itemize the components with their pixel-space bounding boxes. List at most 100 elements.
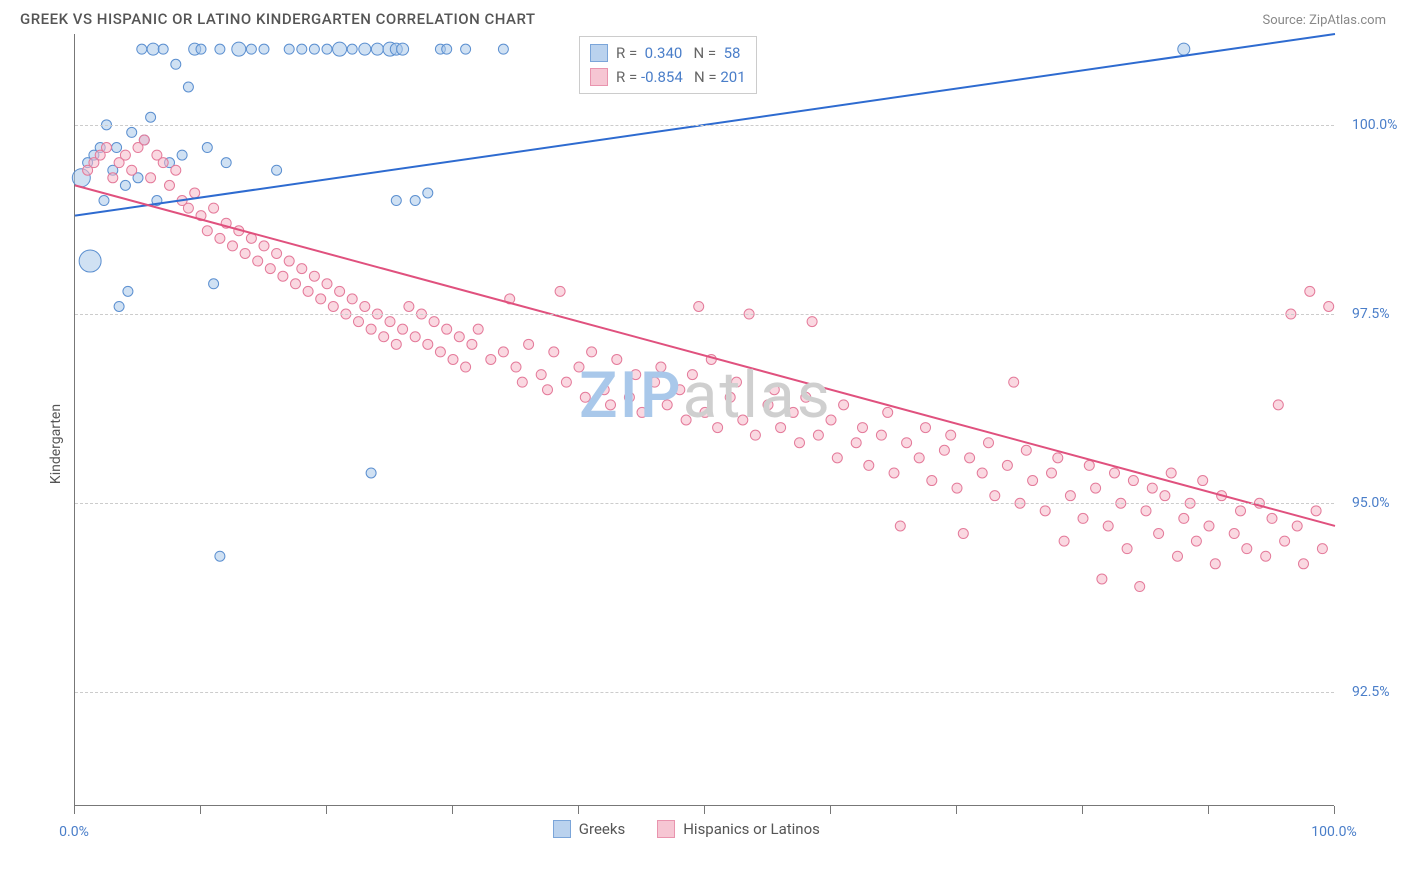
- data-point: [322, 44, 332, 54]
- data-point: [423, 339, 433, 349]
- data-point: [379, 332, 389, 342]
- data-point: [404, 301, 414, 311]
- y-axis-label: Kindergarten: [48, 404, 64, 484]
- data-point: [637, 407, 647, 417]
- data-point: [858, 423, 868, 433]
- data-point: [1091, 483, 1101, 493]
- data-point: [1317, 544, 1327, 554]
- scatter-layer: [75, 34, 1335, 806]
- data-point: [253, 256, 263, 266]
- data-point: [1028, 476, 1038, 486]
- data-point: [1166, 468, 1176, 478]
- x-tick-label: 0.0%: [59, 824, 89, 840]
- data-point: [391, 339, 401, 349]
- data-point: [650, 377, 660, 387]
- data-point: [1178, 43, 1190, 55]
- data-point: [454, 332, 464, 342]
- data-point: [738, 415, 748, 425]
- data-point: [801, 392, 811, 402]
- source-label: Source: ZipAtlas.com: [1262, 13, 1386, 28]
- data-point: [347, 44, 357, 54]
- data-point: [127, 165, 137, 175]
- data-point: [763, 400, 773, 410]
- data-point: [297, 44, 307, 54]
- data-point: [158, 158, 168, 168]
- data-point: [675, 385, 685, 395]
- data-point: [228, 241, 238, 251]
- x-tick: [1334, 806, 1335, 814]
- x-tick: [74, 806, 75, 814]
- data-point: [1047, 468, 1057, 478]
- legend-label: Hispanics or Latinos: [683, 820, 820, 838]
- data-point: [171, 165, 181, 175]
- y-tick-label: 92.5%: [1352, 684, 1390, 700]
- data-point: [543, 385, 553, 395]
- data-point: [215, 44, 225, 54]
- data-point: [517, 377, 527, 387]
- data-point: [1053, 453, 1063, 463]
- data-point: [574, 362, 584, 372]
- data-point: [316, 294, 326, 304]
- legend-row: R = 0.340 N = 58: [590, 41, 746, 65]
- data-point: [1273, 400, 1283, 410]
- data-point: [473, 324, 483, 334]
- data-point: [240, 248, 250, 258]
- data-point: [123, 286, 133, 296]
- data-point: [196, 44, 206, 54]
- data-point: [1210, 559, 1220, 569]
- data-point: [391, 196, 401, 206]
- y-tick-label: 95.0%: [1352, 495, 1390, 511]
- data-point: [1267, 513, 1277, 523]
- data-point: [498, 347, 508, 357]
- data-point: [769, 385, 779, 395]
- data-point: [461, 362, 471, 372]
- data-point: [876, 430, 886, 440]
- data-point: [146, 112, 156, 122]
- data-point: [1110, 468, 1120, 478]
- data-point: [725, 392, 735, 402]
- legend-item: Hispanics or Latinos: [657, 820, 820, 838]
- data-point: [448, 354, 458, 364]
- legend-item: Greeks: [553, 820, 625, 838]
- data-point: [631, 370, 641, 380]
- data-point: [1305, 286, 1315, 296]
- data-point: [1299, 559, 1309, 569]
- legend-swatch: [553, 820, 571, 838]
- data-point: [284, 44, 294, 54]
- data-point: [461, 44, 471, 54]
- data-point: [807, 317, 817, 327]
- data-point: [328, 301, 338, 311]
- gridline: [75, 692, 1334, 693]
- data-point: [215, 551, 225, 561]
- data-point: [700, 407, 710, 417]
- data-point: [259, 241, 269, 251]
- data-point: [1059, 536, 1069, 546]
- legend-swatch: [590, 68, 608, 86]
- data-point: [291, 279, 301, 289]
- data-point: [713, 423, 723, 433]
- data-point: [209, 203, 219, 213]
- data-point: [309, 271, 319, 281]
- data-point: [687, 370, 697, 380]
- legend-label: Greeks: [579, 820, 625, 838]
- data-point: [79, 250, 101, 272]
- x-tick: [1082, 806, 1083, 814]
- data-point: [423, 188, 433, 198]
- data-point: [158, 44, 168, 54]
- data-point: [177, 150, 187, 160]
- data-point: [851, 438, 861, 448]
- data-point: [467, 339, 477, 349]
- data-point: [1179, 513, 1189, 523]
- data-point: [139, 135, 149, 145]
- data-point: [385, 317, 395, 327]
- data-point: [284, 256, 294, 266]
- data-point: [146, 173, 156, 183]
- data-point: [259, 44, 269, 54]
- chart-title: GREEK VS HISPANIC OR LATINO KINDERGARTEN…: [20, 10, 536, 28]
- data-point: [435, 347, 445, 357]
- data-point: [826, 415, 836, 425]
- data-point: [839, 400, 849, 410]
- y-tick-label: 97.5%: [1352, 306, 1390, 322]
- data-point: [927, 476, 937, 486]
- data-point: [1311, 506, 1321, 516]
